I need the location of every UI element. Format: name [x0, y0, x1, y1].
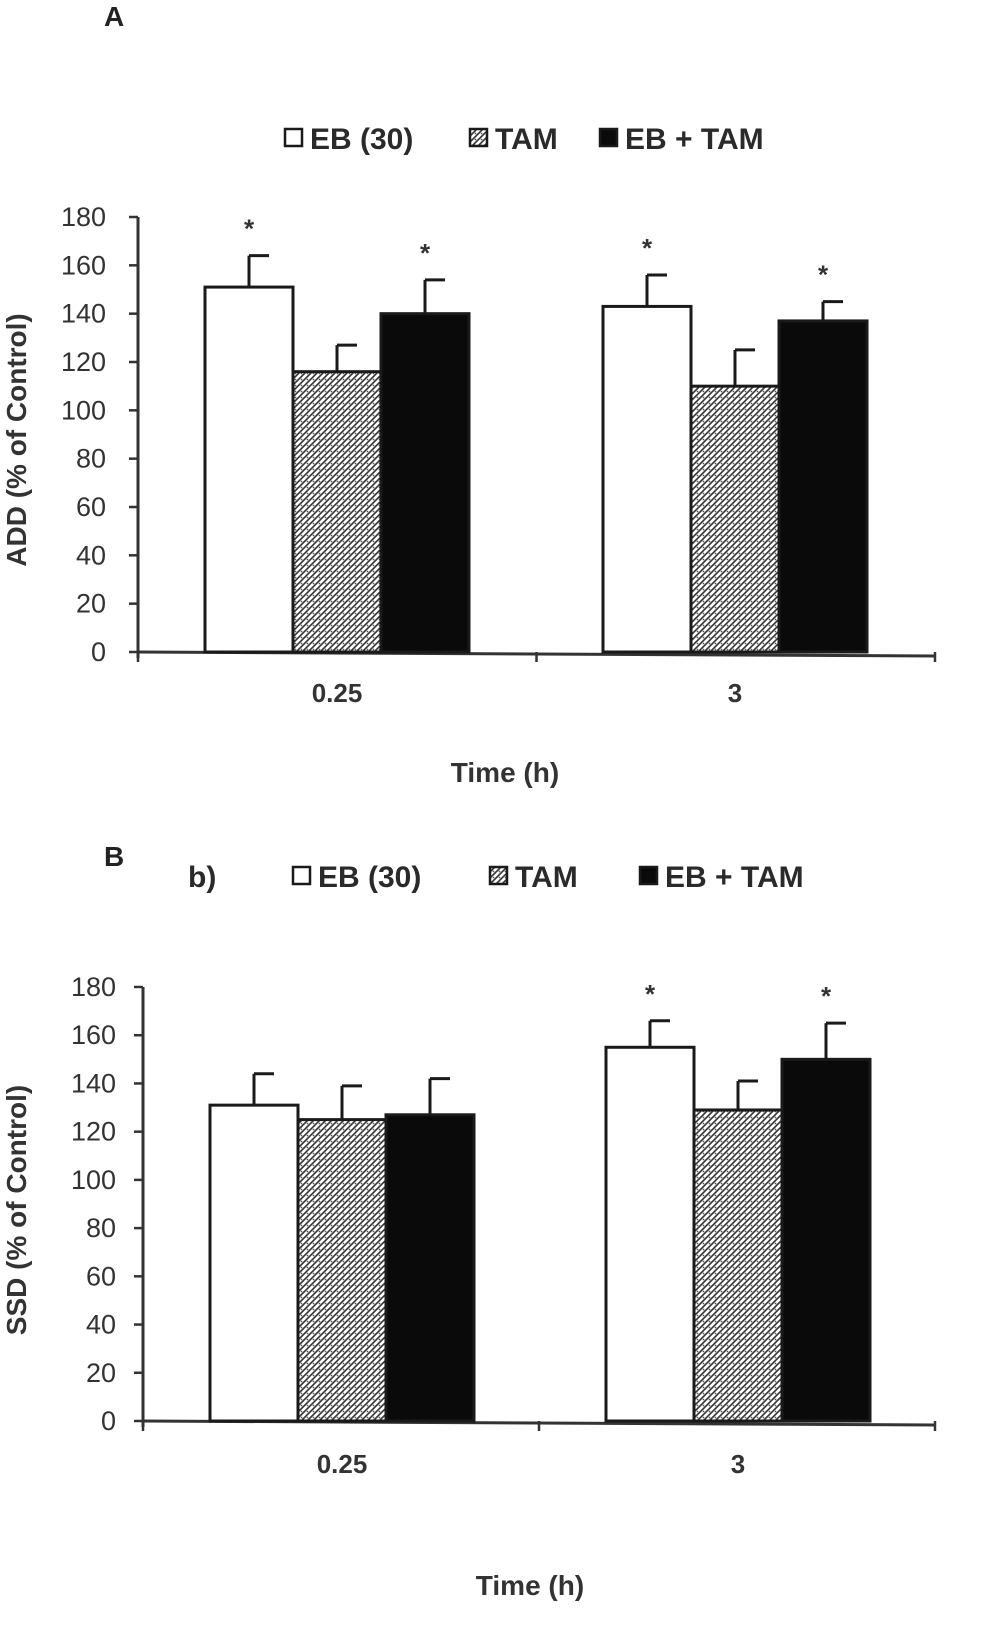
bar: [291, 370, 383, 654]
y-tick-label: 120: [71, 1117, 116, 1147]
y-tick-label: 160: [71, 1020, 116, 1050]
bar: [689, 384, 781, 654]
y-tick-label: 180: [71, 972, 116, 1002]
y-tick-label: 20: [86, 1358, 116, 1388]
bars: * *: [208, 979, 872, 1423]
legend-item: TAM: [468, 123, 558, 156]
legend-label: EB (30): [318, 861, 421, 894]
x-axis-title: Time (h): [476, 1570, 584, 1601]
panel-letter: B: [104, 841, 124, 872]
x-tick-label: 3: [731, 1449, 745, 1479]
y-tick-label: 140: [61, 299, 106, 329]
legend-label: EB + TAM: [665, 861, 804, 894]
y-tick-label: 100: [61, 395, 106, 425]
bar: [692, 1108, 784, 1423]
y-tick-label: 60: [76, 492, 106, 522]
y-tick-label: 100: [71, 1165, 116, 1195]
bar: [296, 1118, 388, 1423]
significance-star: *: [420, 238, 431, 268]
legend-item: EB + TAM: [638, 861, 804, 894]
legend-swatch: [291, 865, 312, 886]
significance-star: *: [642, 233, 653, 263]
x-tick-label: 3: [728, 678, 742, 708]
legend: EB (30) TAM EB + TAM: [283, 123, 764, 156]
significance-star: *: [645, 979, 656, 1009]
legend-item: EB + TAM: [598, 123, 764, 156]
x-axis-title: Time (h): [451, 757, 559, 788]
legend: b) EB (30) TAM EB + TAM: [188, 861, 804, 894]
x-tick-label: 0.25: [317, 1449, 368, 1479]
bar: [379, 312, 471, 654]
significance-star: *: [821, 981, 832, 1011]
axes: 0 20 40 60 80 100 120 140 160 180 0.25 3: [71, 972, 937, 1479]
significance-star: *: [818, 260, 829, 290]
legend-item: EB (30): [291, 861, 421, 894]
y-axis-title: SSD (% of Control): [1, 1085, 32, 1335]
panel-b: B b) EB (30) TAM EB + TAM 0 20 40 60 80 100 120 14…: [1, 841, 937, 1601]
legend-swatch: [283, 127, 304, 148]
bar: [601, 304, 693, 654]
y-tick-label: 40: [76, 540, 106, 570]
legend-swatch: [488, 865, 509, 886]
bars: * * * *: [203, 214, 869, 654]
y-tick-label: 60: [86, 1261, 116, 1291]
y-tick-label: 20: [76, 589, 106, 619]
bar: [777, 319, 869, 654]
y-tick-label: 160: [61, 250, 106, 280]
legend-label: TAM: [495, 123, 558, 156]
legend-item: EB (30): [283, 123, 413, 156]
legend-swatch: [598, 127, 619, 148]
bar: [384, 1113, 476, 1423]
y-tick-label: 0: [91, 637, 106, 667]
bar: [604, 1045, 696, 1423]
legend-label: EB + TAM: [625, 123, 764, 156]
panel-letter: A: [104, 1, 124, 32]
y-tick-label: 180: [61, 202, 106, 232]
significance-star: *: [244, 214, 255, 244]
y-tick-label: 120: [61, 347, 106, 377]
y-tick-label: 80: [76, 444, 106, 474]
panel-a: A EB (30) TAM EB + TAM 0 20 40 60 80 100 120 140 1…: [1, 1, 937, 788]
legend-item: TAM: [488, 861, 578, 894]
x-tick-label: 0.25: [312, 678, 363, 708]
legend-label: EB (30): [310, 123, 413, 156]
bar: [208, 1103, 300, 1423]
axes: 0 20 40 60 80 100 120 140 160 180 0.25 3: [61, 202, 937, 708]
legend-swatch: [638, 865, 659, 886]
bar: [780, 1057, 872, 1423]
legend-prefix: b): [188, 861, 216, 894]
y-tick-label: 40: [86, 1310, 116, 1340]
y-tick-label: 140: [71, 1068, 116, 1098]
y-tick-label: 80: [86, 1213, 116, 1243]
y-tick-label: 0: [101, 1406, 116, 1436]
bar: [203, 285, 295, 654]
legend-swatch: [468, 127, 489, 148]
legend-label: TAM: [515, 861, 578, 894]
y-axis-title: ADD (% of Control): [1, 313, 32, 567]
